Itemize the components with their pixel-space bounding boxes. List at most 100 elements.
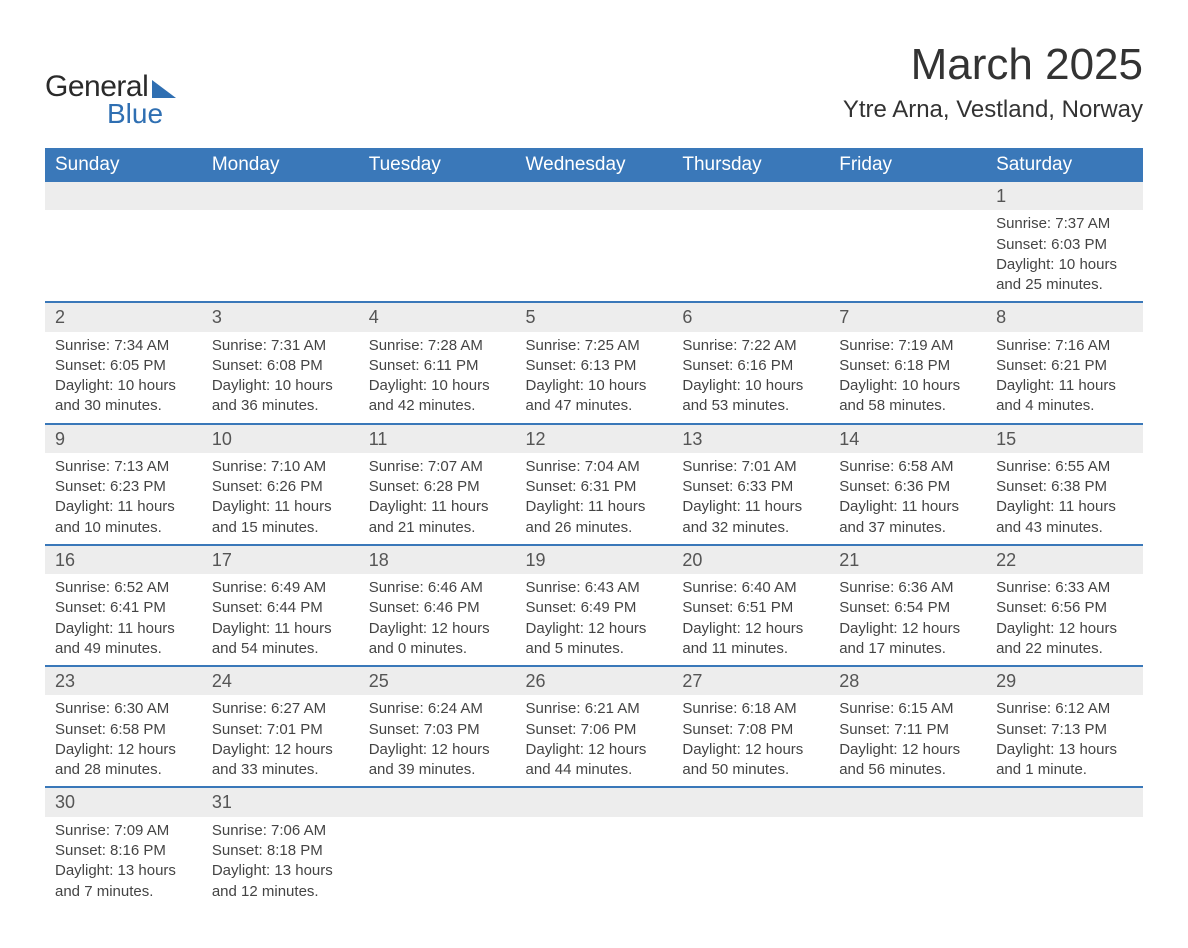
- weekday-header: Friday: [829, 148, 986, 182]
- daylight-line: Daylight: 10 hours and 58 minutes.: [839, 376, 976, 417]
- day-info: Sunrise: 7:06 AMSunset: 8:18 PMDaylight:…: [202, 817, 359, 908]
- day-info: [359, 817, 516, 827]
- calendar-day-cell: 10Sunrise: 7:10 AMSunset: 6:26 PMDayligh…: [202, 424, 359, 545]
- day-number: 17: [202, 546, 359, 574]
- calendar-day-cell: 4Sunrise: 7:28 AMSunset: 6:11 PMDaylight…: [359, 302, 516, 423]
- calendar-day-cell: 13Sunrise: 7:01 AMSunset: 6:33 PMDayligh…: [672, 424, 829, 545]
- sunset-line: Sunset: 6:03 PM: [996, 235, 1133, 255]
- day-number: 26: [516, 667, 673, 695]
- day-info: Sunrise: 6:30 AMSunset: 6:58 PMDaylight:…: [45, 695, 202, 786]
- day-info: Sunrise: 6:36 AMSunset: 6:54 PMDaylight:…: [829, 574, 986, 665]
- sunset-line: Sunset: 6:13 PM: [526, 356, 663, 376]
- day-info: [516, 210, 673, 220]
- day-number: 13: [672, 425, 829, 453]
- daylight-line: Daylight: 10 hours and 25 minutes.: [996, 255, 1133, 296]
- sunrise-line: Sunrise: 7:19 AM: [839, 336, 976, 356]
- day-number: 23: [45, 667, 202, 695]
- sunset-line: Sunset: 6:46 PM: [369, 598, 506, 618]
- sunrise-line: Sunrise: 6:40 AM: [682, 578, 819, 598]
- daylight-line: Daylight: 12 hours and 0 minutes.: [369, 619, 506, 660]
- calendar-day-cell: 2Sunrise: 7:34 AMSunset: 6:05 PMDaylight…: [45, 302, 202, 423]
- calendar-week-row: 23Sunrise: 6:30 AMSunset: 6:58 PMDayligh…: [45, 666, 1143, 787]
- day-info: [202, 210, 359, 220]
- day-number: 16: [45, 546, 202, 574]
- calendar-day-cell: [516, 182, 673, 302]
- calendar-day-cell: 12Sunrise: 7:04 AMSunset: 6:31 PMDayligh…: [516, 424, 673, 545]
- calendar-day-cell: 26Sunrise: 6:21 AMSunset: 7:06 PMDayligh…: [516, 666, 673, 787]
- sunrise-line: Sunrise: 6:18 AM: [682, 699, 819, 719]
- day-number: 7: [829, 303, 986, 331]
- day-number: 27: [672, 667, 829, 695]
- sunrise-line: Sunrise: 6:52 AM: [55, 578, 192, 598]
- sunrise-line: Sunrise: 6:43 AM: [526, 578, 663, 598]
- daylight-line: Daylight: 12 hours and 44 minutes.: [526, 740, 663, 781]
- day-number: 6: [672, 303, 829, 331]
- calendar-day-cell: 21Sunrise: 6:36 AMSunset: 6:54 PMDayligh…: [829, 545, 986, 666]
- day-info: [672, 817, 829, 827]
- sunrise-line: Sunrise: 7:16 AM: [996, 336, 1133, 356]
- sunset-line: Sunset: 8:18 PM: [212, 841, 349, 861]
- daylight-line: Daylight: 11 hours and 10 minutes.: [55, 497, 192, 538]
- day-info: Sunrise: 7:34 AMSunset: 6:05 PMDaylight:…: [45, 332, 202, 423]
- day-info: Sunrise: 7:16 AMSunset: 6:21 PMDaylight:…: [986, 332, 1143, 423]
- calendar-day-cell: 27Sunrise: 6:18 AMSunset: 7:08 PMDayligh…: [672, 666, 829, 787]
- day-number: [829, 182, 986, 210]
- day-number: [516, 788, 673, 816]
- calendar-day-cell: 15Sunrise: 6:55 AMSunset: 6:38 PMDayligh…: [986, 424, 1143, 545]
- calendar-day-cell: [829, 182, 986, 302]
- sunrise-line: Sunrise: 7:22 AM: [682, 336, 819, 356]
- day-info: [986, 817, 1143, 827]
- daylight-line: Daylight: 13 hours and 1 minute.: [996, 740, 1133, 781]
- day-number: 4: [359, 303, 516, 331]
- day-number: 24: [202, 667, 359, 695]
- sunset-line: Sunset: 6:11 PM: [369, 356, 506, 376]
- calendar-day-cell: 11Sunrise: 7:07 AMSunset: 6:28 PMDayligh…: [359, 424, 516, 545]
- weekday-header: Tuesday: [359, 148, 516, 182]
- daylight-line: Daylight: 11 hours and 21 minutes.: [369, 497, 506, 538]
- sunrise-line: Sunrise: 6:49 AM: [212, 578, 349, 598]
- calendar-day-cell: [516, 787, 673, 907]
- sunset-line: Sunset: 6:08 PM: [212, 356, 349, 376]
- daylight-line: Daylight: 11 hours and 32 minutes.: [682, 497, 819, 538]
- calendar-header-row: SundayMondayTuesdayWednesdayThursdayFrid…: [45, 148, 1143, 182]
- day-info: [829, 817, 986, 827]
- day-number: [202, 182, 359, 210]
- location: Ytre Arna, Vestland, Norway: [843, 96, 1143, 124]
- weekday-header: Wednesday: [516, 148, 673, 182]
- day-info: Sunrise: 7:19 AMSunset: 6:18 PMDaylight:…: [829, 332, 986, 423]
- weekday-header: Saturday: [986, 148, 1143, 182]
- daylight-line: Daylight: 11 hours and 54 minutes.: [212, 619, 349, 660]
- daylight-line: Daylight: 11 hours and 26 minutes.: [526, 497, 663, 538]
- sunset-line: Sunset: 6:28 PM: [369, 477, 506, 497]
- daylight-line: Daylight: 11 hours and 37 minutes.: [839, 497, 976, 538]
- day-number: 2: [45, 303, 202, 331]
- day-info: Sunrise: 6:46 AMSunset: 6:46 PMDaylight:…: [359, 574, 516, 665]
- sunrise-line: Sunrise: 6:27 AM: [212, 699, 349, 719]
- sunset-line: Sunset: 6:58 PM: [55, 720, 192, 740]
- daylight-line: Daylight: 12 hours and 28 minutes.: [55, 740, 192, 781]
- day-info: [45, 210, 202, 220]
- day-number: 5: [516, 303, 673, 331]
- day-number: [359, 182, 516, 210]
- sunset-line: Sunset: 7:06 PM: [526, 720, 663, 740]
- calendar-day-cell: [986, 787, 1143, 907]
- sunrise-line: Sunrise: 6:24 AM: [369, 699, 506, 719]
- day-number: 31: [202, 788, 359, 816]
- weekday-header: Thursday: [672, 148, 829, 182]
- day-info: Sunrise: 6:33 AMSunset: 6:56 PMDaylight:…: [986, 574, 1143, 665]
- daylight-line: Daylight: 13 hours and 12 minutes.: [212, 861, 349, 902]
- daylight-line: Daylight: 11 hours and 43 minutes.: [996, 497, 1133, 538]
- calendar-day-cell: [45, 182, 202, 302]
- day-info: Sunrise: 6:21 AMSunset: 7:06 PMDaylight:…: [516, 695, 673, 786]
- sunset-line: Sunset: 6:16 PM: [682, 356, 819, 376]
- daylight-line: Daylight: 12 hours and 33 minutes.: [212, 740, 349, 781]
- sunrise-line: Sunrise: 6:21 AM: [526, 699, 663, 719]
- calendar-day-cell: [672, 182, 829, 302]
- day-info: Sunrise: 7:22 AMSunset: 6:16 PMDaylight:…: [672, 332, 829, 423]
- daylight-line: Daylight: 10 hours and 36 minutes.: [212, 376, 349, 417]
- sunrise-line: Sunrise: 7:07 AM: [369, 457, 506, 477]
- calendar-day-cell: 3Sunrise: 7:31 AMSunset: 6:08 PMDaylight…: [202, 302, 359, 423]
- day-number: 29: [986, 667, 1143, 695]
- sunset-line: Sunset: 7:08 PM: [682, 720, 819, 740]
- daylight-line: Daylight: 10 hours and 30 minutes.: [55, 376, 192, 417]
